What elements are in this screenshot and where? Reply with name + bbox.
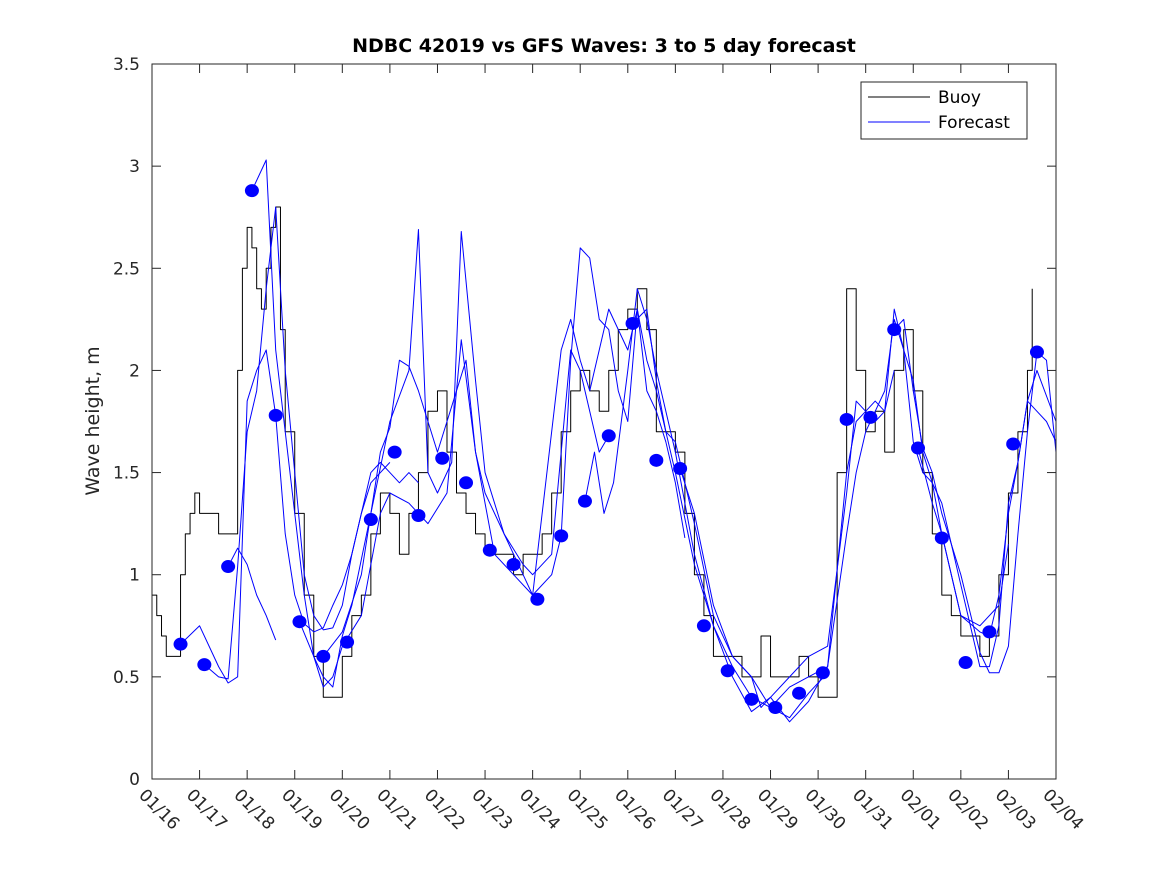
forecast-marker — [792, 686, 807, 700]
series-group — [152, 159, 1056, 723]
chart-title: NDBC 42019 vs GFS Waves: 3 to 5 day fore… — [352, 35, 856, 57]
forecast-marker — [720, 664, 735, 678]
forecast-marker — [934, 531, 949, 545]
forecast-marker — [696, 619, 711, 633]
forecast-marker — [673, 461, 688, 475]
forecast-line-4 — [251, 159, 562, 688]
forecast-marker — [221, 560, 236, 574]
forecast-marker — [601, 429, 616, 443]
forecast-marker — [268, 408, 283, 422]
forecast-line-10 — [679, 318, 1056, 708]
legend: Buoy Forecast — [860, 81, 1028, 140]
forecast-marker — [958, 656, 973, 670]
forecast-marker — [244, 184, 259, 198]
forecast-marker — [815, 666, 830, 680]
forecast-line-8 — [584, 288, 895, 723]
forecast-marker — [554, 529, 569, 543]
forecast-marker — [363, 513, 378, 527]
y-axis-label: Wave height, m — [82, 346, 104, 495]
forecast-marker — [197, 658, 212, 672]
forecast-marker — [839, 412, 854, 426]
forecast-marker — [887, 323, 902, 337]
forecast-marker — [482, 543, 497, 557]
forecast-line-3 — [227, 547, 277, 641]
forecast-marker — [459, 476, 474, 490]
forecast-marker — [1006, 437, 1021, 451]
forecast-marker — [506, 558, 521, 571]
forecast-marker — [625, 316, 640, 330]
y-tick-label: 1.5 — [113, 464, 140, 484]
forecast-marker — [411, 508, 426, 522]
forecast-marker — [530, 592, 545, 606]
y-tick-label: 2.5 — [113, 259, 140, 279]
legend-label-forecast: Forecast — [938, 113, 1010, 133]
forecast-line-11 — [893, 318, 1056, 674]
forecast-marker — [982, 625, 997, 639]
y-tick-label: 0.5 — [113, 668, 140, 688]
forecast-marker — [1029, 345, 1044, 359]
y-tick-label: 0 — [129, 770, 140, 790]
y-tick-label: 3 — [129, 157, 140, 177]
forecast-marker — [316, 649, 331, 663]
y-tick-label: 3.5 — [113, 55, 140, 75]
y-tick-label: 2 — [129, 361, 140, 381]
forecast-marker — [577, 494, 592, 508]
y-tick-label: 1 — [129, 566, 140, 586]
axes-frame — [151, 63, 1057, 780]
buoy-line — [152, 206, 1033, 698]
forecast-marker — [863, 410, 878, 424]
legend-box — [860, 81, 1028, 140]
forecast-line-2 — [204, 206, 419, 680]
forecast-marker — [387, 445, 402, 459]
legend-label-buoy: Buoy — [938, 88, 981, 108]
forecast-marker — [744, 692, 759, 706]
forecast-marker — [435, 451, 450, 465]
forecast-marker — [173, 637, 188, 651]
forecast-marker — [340, 635, 355, 649]
plot-area — [152, 159, 1056, 723]
forecast-marker — [911, 441, 926, 455]
forecast-marker — [649, 453, 664, 467]
forecast-marker — [292, 615, 307, 629]
forecast-marker — [768, 701, 783, 714]
